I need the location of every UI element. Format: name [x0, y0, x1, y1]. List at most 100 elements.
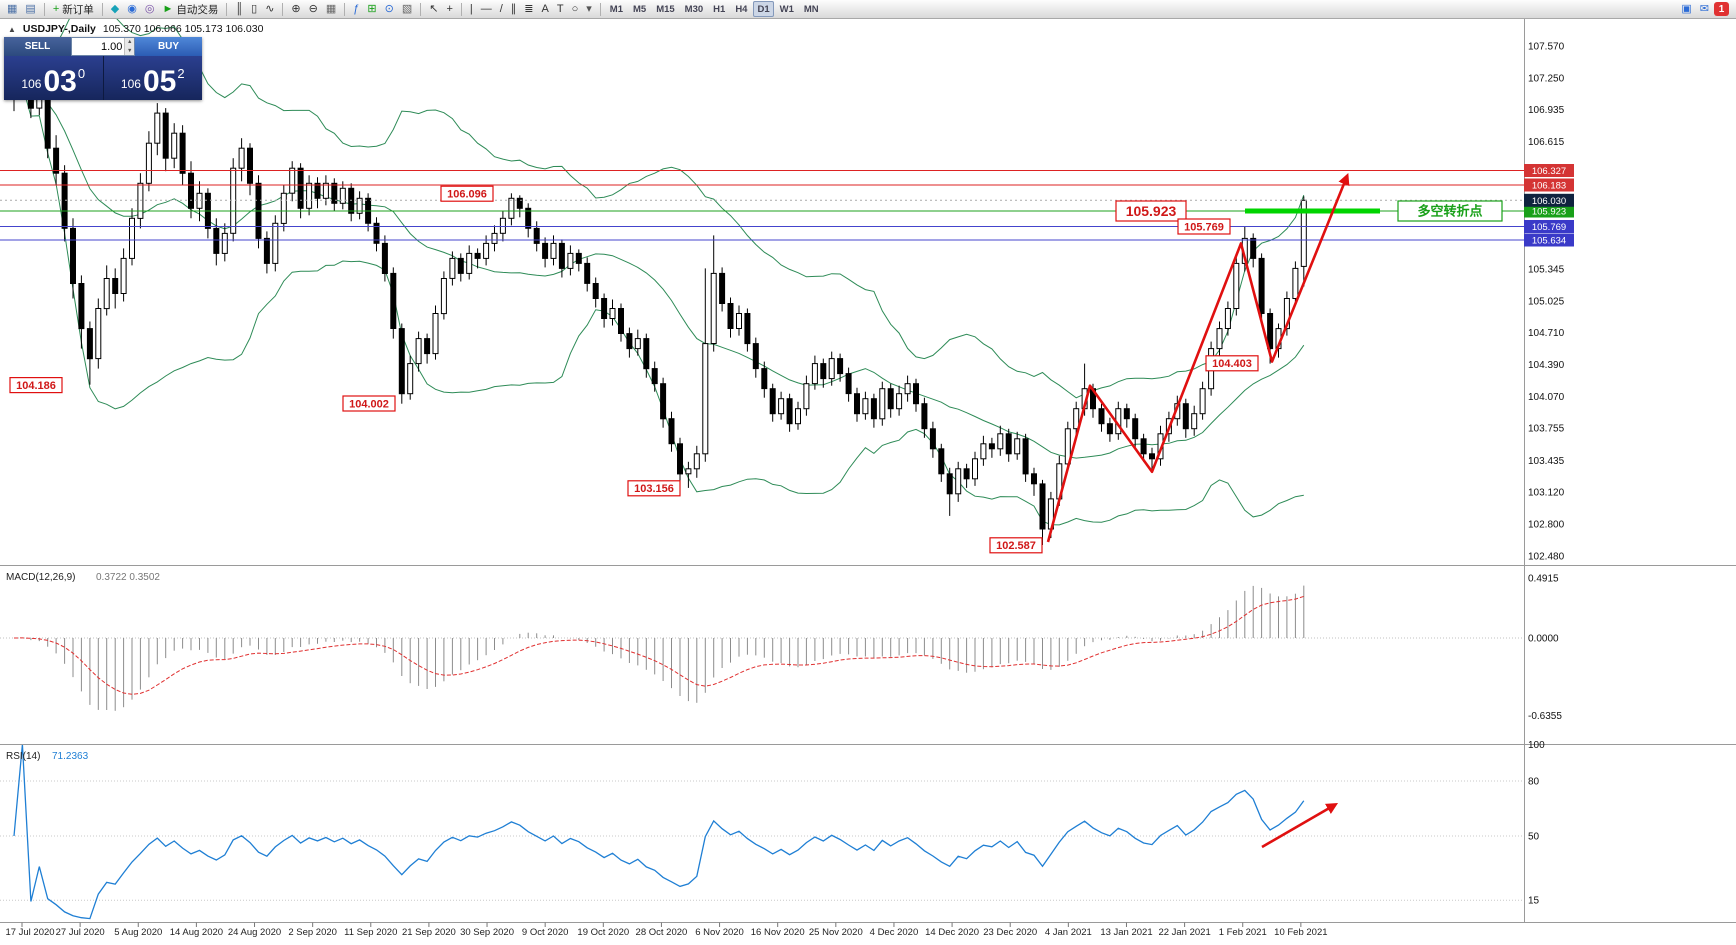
rsi-panel-plot[interactable]	[0, 745, 1524, 920]
timeframe-m5[interactable]: M5	[632, 3, 647, 15]
svg-text:5 Aug 2020: 5 Aug 2020	[114, 927, 162, 938]
buy-price-prefix: 106	[120, 77, 141, 91]
symbols-icon: ◆	[110, 3, 120, 15]
buy-button[interactable]: BUY	[135, 37, 202, 56]
mail-icon[interactable]: ✉	[1697, 1, 1712, 17]
notification-badge[interactable]: 1	[1714, 2, 1729, 16]
trendline-icon[interactable]: /	[497, 1, 506, 17]
volume-input[interactable]	[72, 38, 125, 55]
rsi-line	[13, 745, 1305, 920]
volume-down-icon[interactable]: ▼	[125, 46, 134, 55]
indicators-icon[interactable]: ƒ	[350, 1, 362, 17]
new-order-button[interactable]: + 新订单	[50, 1, 97, 17]
zoom-out-icon[interactable]: ⊖	[306, 1, 321, 17]
line-chart-icon[interactable]: ∿	[262, 1, 277, 17]
news-icon: ▣	[1681, 3, 1692, 15]
svg-text:6 Nov 2020: 6 Nov 2020	[695, 927, 744, 938]
price-callout[interactable]	[9, 377, 63, 394]
macd-panel-plot[interactable]	[0, 585, 1524, 711]
add-indicator-icon[interactable]: ⊞	[364, 1, 379, 17]
vertical-line-icon: |	[469, 3, 473, 15]
price-callout[interactable]	[1115, 200, 1187, 222]
sell-price-display[interactable]: 106 03 0	[4, 56, 104, 100]
channel-icon[interactable]: ∥	[508, 1, 520, 17]
buy-price-display[interactable]: 106 05 2	[104, 56, 203, 100]
profiles-icon[interactable]: ▤	[22, 1, 38, 17]
timeframe-mn[interactable]: MN	[803, 3, 819, 15]
fibonacci-icon[interactable]: ≣	[521, 1, 536, 17]
svg-text:71.2363: 71.2363	[52, 751, 89, 762]
sell-price-prefix: 106	[21, 77, 42, 91]
note-box[interactable]	[1397, 200, 1503, 222]
news-icon[interactable]: ▣	[1678, 1, 1694, 17]
new-chart-icon: ▦	[7, 3, 18, 15]
svg-text:0.4915: 0.4915	[1528, 574, 1559, 585]
trend-arrow[interactable]	[1046, 173, 1350, 543]
svg-text:25 Nov 2020: 25 Nov 2020	[809, 927, 863, 938]
bar-chart-icon[interactable]: ║	[232, 1, 246, 17]
navigator-icon[interactable]: ◎	[142, 1, 158, 17]
zoom-in-icon[interactable]: ⊕	[288, 1, 303, 17]
price-callout[interactable]	[627, 480, 681, 497]
cursor-icon[interactable]: ↖	[426, 1, 441, 17]
market-watch-icon[interactable]: ◉	[124, 1, 140, 17]
vertical-line-icon[interactable]: |	[467, 1, 476, 17]
timeframe-m1[interactable]: M1	[609, 3, 623, 15]
collapse-arrow-icon[interactable]: ▲	[8, 24, 16, 34]
svg-text:105.025: 105.025	[1528, 297, 1565, 308]
price-axis[interactable]: 107.570 107.250 106.935 106.615 105.345 105.0…	[1528, 42, 1565, 907]
svg-text:22 Jan 2021: 22 Jan 2021	[1158, 927, 1210, 938]
timeframe-h1[interactable]: H1	[713, 3, 726, 15]
text-icon[interactable]: A	[539, 1, 552, 17]
text-label-icon[interactable]: T	[554, 1, 567, 17]
new-chart-icon[interactable]: ▦	[4, 1, 20, 17]
crosshair-icon[interactable]: +	[443, 1, 455, 17]
trendline-icon: /	[499, 3, 503, 15]
main-chart-plot[interactable]	[0, 0, 1524, 545]
rsi-trend-arrow[interactable]	[1261, 803, 1339, 849]
shapes-icon: ○	[571, 3, 579, 15]
support-zone-segment[interactable]	[1245, 208, 1380, 214]
tile-windows-icon[interactable]: ▦	[323, 1, 339, 17]
horizontal-line-icon: —	[480, 3, 492, 15]
axis-price-tags: 106.327 106.183 105.923 105.769 105.634 106.0…	[1524, 164, 1574, 247]
svg-text:107.250: 107.250	[1528, 74, 1565, 85]
sell-price-big: 03	[43, 65, 77, 98]
symbols-icon[interactable]: ◆	[108, 1, 122, 17]
timeframe-m30[interactable]: M30	[684, 3, 704, 15]
price-callout[interactable]	[440, 185, 494, 202]
shapes-icon[interactable]: ○	[569, 1, 582, 17]
price-callout[interactable]	[1205, 355, 1259, 372]
template-icon[interactable]: ▧	[399, 1, 415, 17]
period-icon[interactable]: ⊙	[382, 1, 397, 17]
time-axis[interactable]: 17 Jul 2020 27 Jul 2020 5 Aug 2020 14 Aug 2…	[5, 922, 1328, 939]
timeframe-w1[interactable]: W1	[779, 3, 794, 15]
price-callout[interactable]	[1177, 218, 1231, 235]
sell-button[interactable]: SELL	[4, 37, 71, 56]
candlestick-chart-icon[interactable]: ▯	[248, 1, 260, 17]
timeframe-m15[interactable]: M15	[656, 3, 675, 15]
add-indicator-icon: ⊞	[367, 3, 377, 15]
volume-up-icon[interactable]: ▲	[125, 38, 134, 47]
mail-icon: ✉	[1699, 3, 1709, 15]
svg-text:17 Jul 2020: 17 Jul 2020	[5, 927, 54, 938]
zoom-in-icon: ⊕	[291, 3, 301, 15]
chart-annotations[interactable]: 104.186 104.002 106.096 103.156 102.587 105.9…	[9, 185, 1503, 554]
svg-text:4 Jan 2021: 4 Jan 2021	[1045, 927, 1092, 938]
timeframe-h4[interactable]: H4	[735, 3, 748, 15]
volume-stepper: ▲ ▼	[71, 37, 135, 56]
price-callout[interactable]	[342, 395, 396, 412]
sep-2	[101, 2, 103, 16]
auto-trading-button[interactable]: ► 自动交易	[159, 1, 221, 17]
sep-1	[43, 2, 45, 16]
price-callout[interactable]	[989, 537, 1043, 554]
svg-text:104.070: 104.070	[1528, 392, 1565, 403]
candlestick-chart-icon: ▯	[251, 3, 258, 15]
timeframe-d1[interactable]: D1	[753, 1, 774, 17]
horizontal-line-icon[interactable]: —	[478, 1, 495, 17]
svg-text:9 Oct 2020: 9 Oct 2020	[522, 927, 568, 938]
svg-text:106.030: 106.030	[1532, 196, 1566, 207]
shapes-dropdown-icon[interactable]: ▾	[583, 1, 595, 17]
